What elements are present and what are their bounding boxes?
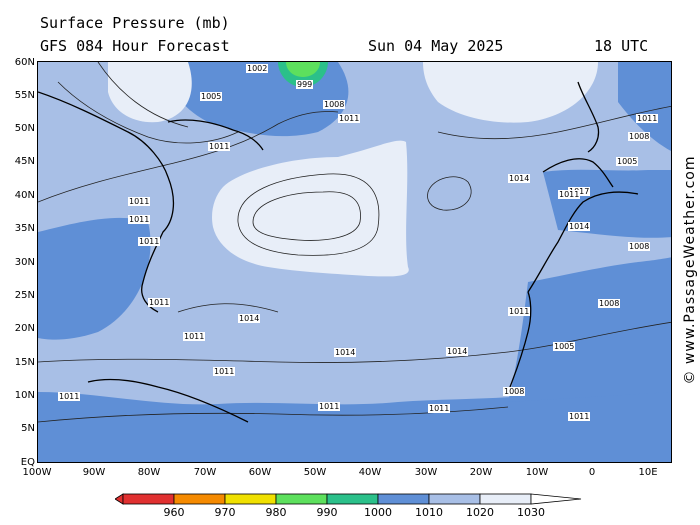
isobar-label: 1011 bbox=[58, 392, 81, 401]
isobar-label: 1008 bbox=[598, 299, 621, 308]
lat-label: 25N bbox=[14, 290, 35, 301]
legend-tick: 1030 bbox=[517, 506, 545, 519]
lat-label: EQ bbox=[20, 457, 35, 468]
forecast-date: Sun 04 May 2025 bbox=[368, 37, 504, 55]
isobar-label: 1011 bbox=[508, 307, 531, 316]
isobar-label: 1014 bbox=[238, 314, 261, 323]
lat-label: 35N bbox=[14, 223, 35, 234]
lon-label: 10E bbox=[638, 467, 658, 478]
legend-tick: 1000 bbox=[364, 506, 392, 519]
lon-label: 100W bbox=[22, 467, 52, 478]
forecast-time: 18 UTC bbox=[594, 37, 649, 55]
newfoundland-high-fill bbox=[108, 62, 192, 123]
isobar-label: 1008 bbox=[323, 100, 346, 109]
isobar-label: 1005 bbox=[553, 342, 576, 351]
isobar-label: 1011 bbox=[558, 190, 581, 199]
lon-label: 90W bbox=[82, 467, 106, 478]
low-pressure-fills bbox=[38, 62, 671, 462]
isobar-label: 1011 bbox=[318, 402, 341, 411]
isobar-label: 1005 bbox=[616, 157, 639, 166]
lat-label: 30N bbox=[14, 257, 35, 268]
pressure-map: 1002 999 1005 1008 1011 1014 1017 1011 1… bbox=[37, 61, 672, 463]
lon-label: 70W bbox=[193, 467, 217, 478]
isobar-label: 1011 bbox=[428, 404, 451, 413]
forecast-subtitle: GFS 084 Hour Forecast bbox=[40, 37, 230, 55]
legend-swatch-high bbox=[530, 493, 582, 505]
lat-label: 40N bbox=[14, 190, 35, 201]
isobar-label: 1011 bbox=[183, 332, 206, 341]
isobar-label: 1014 bbox=[334, 348, 357, 357]
isobar-label: 1008 bbox=[503, 387, 526, 396]
isobar-label: 1011 bbox=[128, 215, 151, 224]
lat-label: 45N bbox=[14, 156, 35, 167]
lat-label: 60N bbox=[14, 57, 35, 68]
chart-title: Surface Pressure (mb) bbox=[40, 14, 230, 32]
legend-tick: 980 bbox=[265, 506, 287, 519]
lon-label: 40W bbox=[358, 467, 382, 478]
lat-label: 20N bbox=[14, 323, 35, 334]
northern-high-fill bbox=[423, 62, 598, 123]
isobar-label: 1011 bbox=[568, 412, 591, 421]
isobar-label: 1008 bbox=[628, 132, 651, 141]
legend-tick: 970 bbox=[214, 506, 236, 519]
greenland-low-core bbox=[286, 62, 320, 77]
legend-swatch bbox=[275, 493, 328, 505]
pressure-legend-bar bbox=[115, 493, 582, 505]
lon-label: 30W bbox=[414, 467, 438, 478]
lat-label: 5N bbox=[21, 423, 35, 434]
lat-label: 10N bbox=[14, 390, 35, 401]
legend-swatch bbox=[326, 493, 379, 505]
legend-swatch bbox=[173, 493, 226, 505]
isobar-label: 1011 bbox=[213, 367, 236, 376]
legend-tick: 990 bbox=[316, 506, 338, 519]
lon-label: 10W bbox=[525, 467, 549, 478]
isobar-label: 1011 bbox=[636, 114, 659, 123]
lon-label: 80W bbox=[137, 467, 161, 478]
azores-high-fill bbox=[212, 140, 409, 277]
lon-label: 20W bbox=[469, 467, 493, 478]
lon-label: 50W bbox=[303, 467, 327, 478]
lat-label: 55N bbox=[14, 90, 35, 101]
isobar-label: 1005 bbox=[200, 92, 223, 101]
legend-tick: 960 bbox=[163, 506, 185, 519]
legend-swatch-low bbox=[115, 493, 124, 505]
isobar-label: 1014 bbox=[568, 222, 591, 231]
isobar-label: 1011 bbox=[128, 197, 151, 206]
isobar-label: 1011 bbox=[208, 142, 231, 151]
legend-swatch bbox=[479, 493, 532, 505]
isobar-label: 999 bbox=[296, 80, 314, 89]
legend-swatch bbox=[377, 493, 430, 505]
isobar-label: 1011 bbox=[338, 114, 361, 123]
lat-label: 15N bbox=[14, 357, 35, 368]
legend-swatch bbox=[428, 493, 481, 505]
legend-tick: 1020 bbox=[466, 506, 494, 519]
coastlines bbox=[38, 81, 639, 423]
lon-label: 0 bbox=[588, 467, 596, 478]
isobar-label: 1011 bbox=[148, 298, 171, 307]
isobar-label: 1014 bbox=[508, 174, 531, 183]
watermark-text: © www.PassageWeather.com bbox=[682, 155, 698, 385]
isobar-label: 1002 bbox=[246, 64, 269, 73]
isobar-label: 1014 bbox=[446, 347, 469, 356]
legend-tick: 1010 bbox=[415, 506, 443, 519]
pressure-map-svg bbox=[38, 62, 671, 462]
isobar-label: 1008 bbox=[628, 242, 651, 251]
lon-label: 60W bbox=[248, 467, 272, 478]
legend-swatch bbox=[122, 493, 175, 505]
legend-swatch bbox=[224, 493, 277, 505]
isobar-label: 1011 bbox=[138, 237, 161, 246]
lat-label: 50N bbox=[14, 123, 35, 134]
